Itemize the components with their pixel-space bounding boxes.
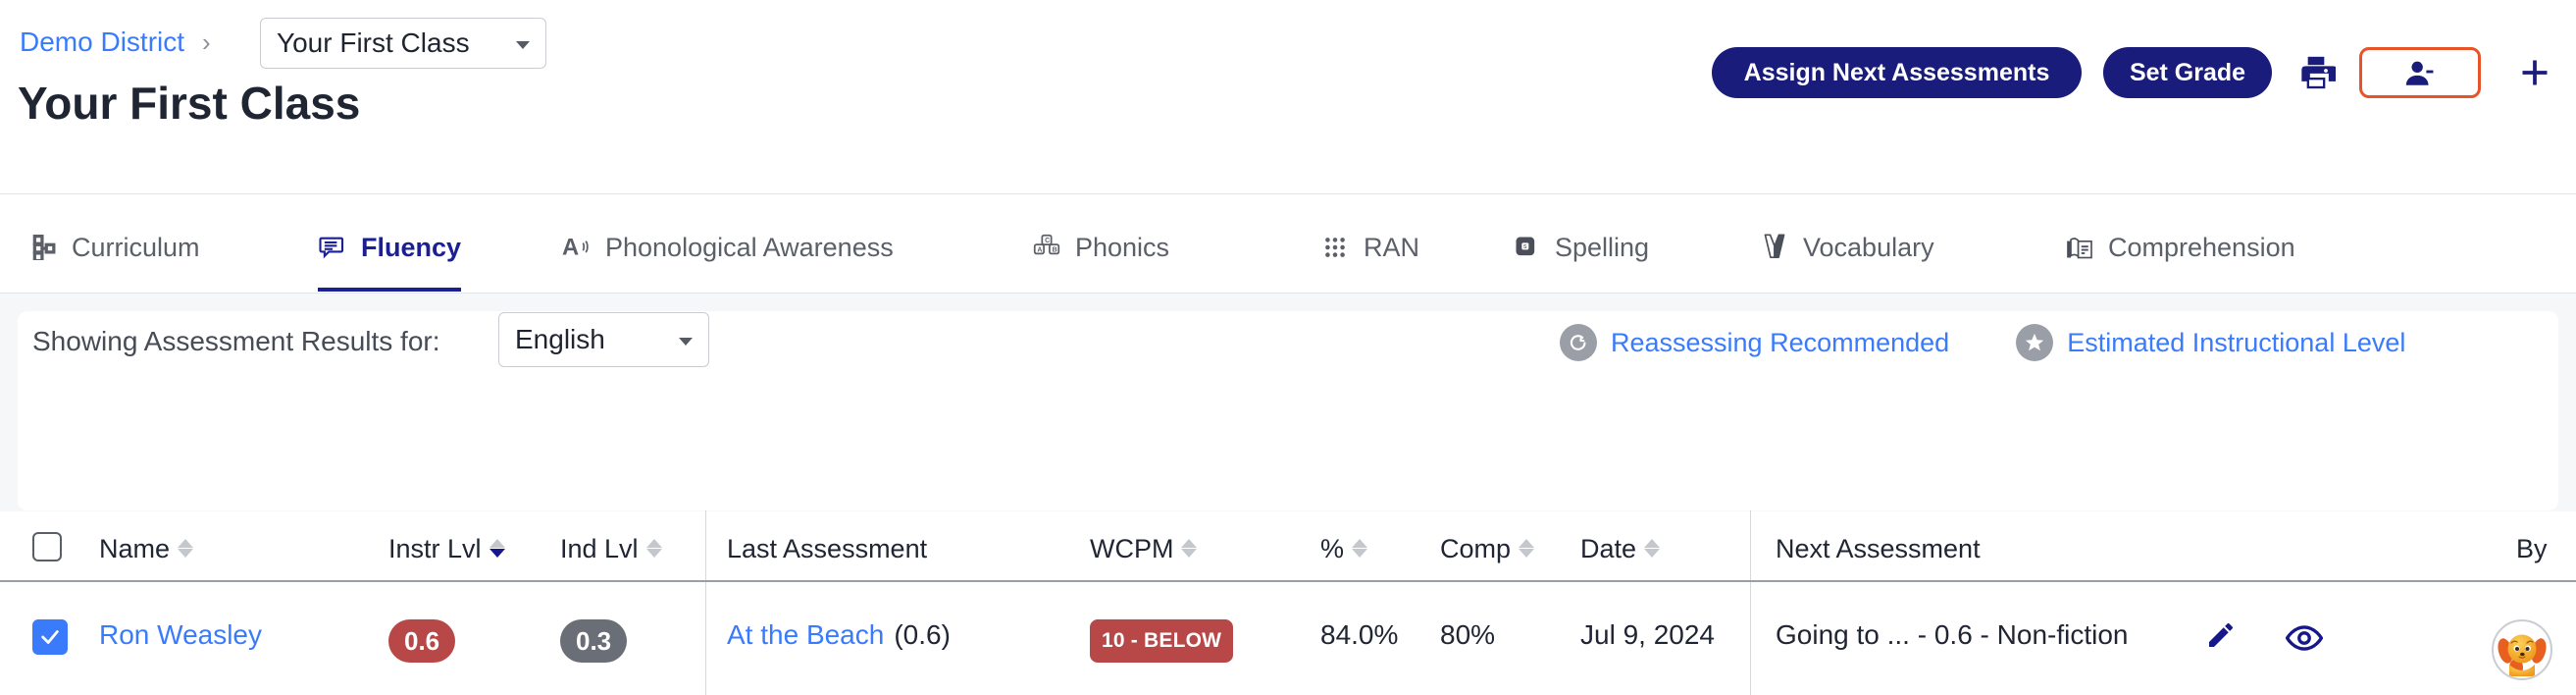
svg-text:A: A xyxy=(1037,246,1042,253)
svg-text:s: s xyxy=(1523,241,1527,250)
svg-text:B: B xyxy=(1053,246,1057,253)
svg-text:A: A xyxy=(562,235,579,261)
svg-text:C: C xyxy=(1045,238,1050,244)
